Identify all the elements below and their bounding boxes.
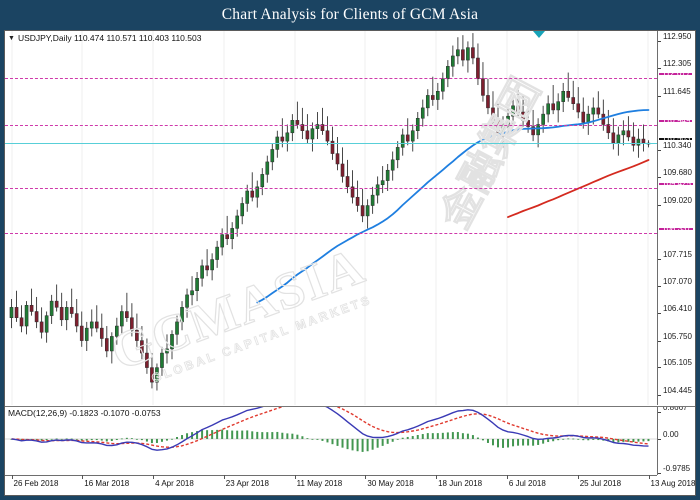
date-tick-label: 18 Jun 2018 [438,479,483,488]
price-axis-value: 110.949 [659,116,693,124]
date-tick-label: 23 Apr 2018 [225,479,269,488]
price-pane[interactable]: ▼ USDJPY,Daily 110.474 110.571 110.403 1… [5,31,695,405]
price-axis-value: 109.425 [659,179,693,187]
macd-series-layer [5,407,657,452]
price-candles-layer [9,31,651,405]
date-axis-line [5,475,657,476]
price-axis-value: 112.077 [659,69,693,77]
date-axis[interactable]: 26 Feb 2018 16 Mar 2018 4 Apr 2018 23 Apr 2… [5,475,695,495]
date-tick [506,475,508,479]
price-level-line[interactable] [5,77,657,79]
price-axis-value: 110.503 [659,135,693,143]
date-tick-label: 25 Jul 2018 [579,479,622,488]
price-level-line[interactable] [5,124,657,126]
date-tick [82,475,84,479]
date-tick [153,475,155,479]
macd-pane[interactable]: MACD(12,26,9) -0.1823 -0.1070 -0.0753 0.… [5,406,695,476]
page-title: Chart Analysis for Clients of GCM Asia [221,6,479,23]
price-axis-value: 108.337 [659,225,693,233]
date-tick [648,475,650,479]
macd-axis[interactable]: 0.8667 0.00 -0.9785 [657,407,695,475]
macd-header-label: MACD(12,26,9) -0.1823 -0.1070 -0.0753 [8,408,161,418]
price-axis[interactable]: 112.950 112.305 112.077 111.645 110.949 110.5… [657,31,695,405]
chart-frame: ▼ USDJPY,Daily 110.474 110.571 110.403 1… [4,30,696,496]
date-tick-label: 30 May 2018 [367,479,414,488]
date-tick [11,475,13,479]
date-tick-label: 6 Jul 2018 [508,479,546,488]
macd-plot[interactable] [5,407,657,475]
date-tick [365,475,367,479]
date-tick-label: 11 May 2018 [296,479,343,488]
date-tick-label: 4 Apr 2018 [155,479,194,488]
top-marker-icon [533,31,545,38]
date-tick [577,475,579,479]
price-level-line[interactable] [5,143,657,145]
date-tick-label: 16 Mar 2018 [84,479,130,488]
chevron-down-icon[interactable]: ▼ [8,34,15,42]
price-level-line[interactable] [5,233,657,235]
date-tick [436,475,438,479]
title-bar: Chart Analysis for Clients of GCM Asia [0,0,700,30]
date-tick-label: 26 Feb 2018 [13,479,59,488]
symbol-header-label: USDJPY,Daily 110.474 110.571 110.403 110… [17,33,202,43]
price-level-line[interactable] [5,187,657,189]
date-tick [223,475,225,479]
price-plot[interactable]: GCMASIA GLOBAL CAPITAL MARKETS 金融集团 [5,31,657,405]
date-tick [294,475,296,479]
symbol-header[interactable]: ▼ USDJPY,Daily 110.474 110.571 110.403 1… [8,33,201,43]
date-tick-label: 13 Aug 2018 [650,479,696,488]
